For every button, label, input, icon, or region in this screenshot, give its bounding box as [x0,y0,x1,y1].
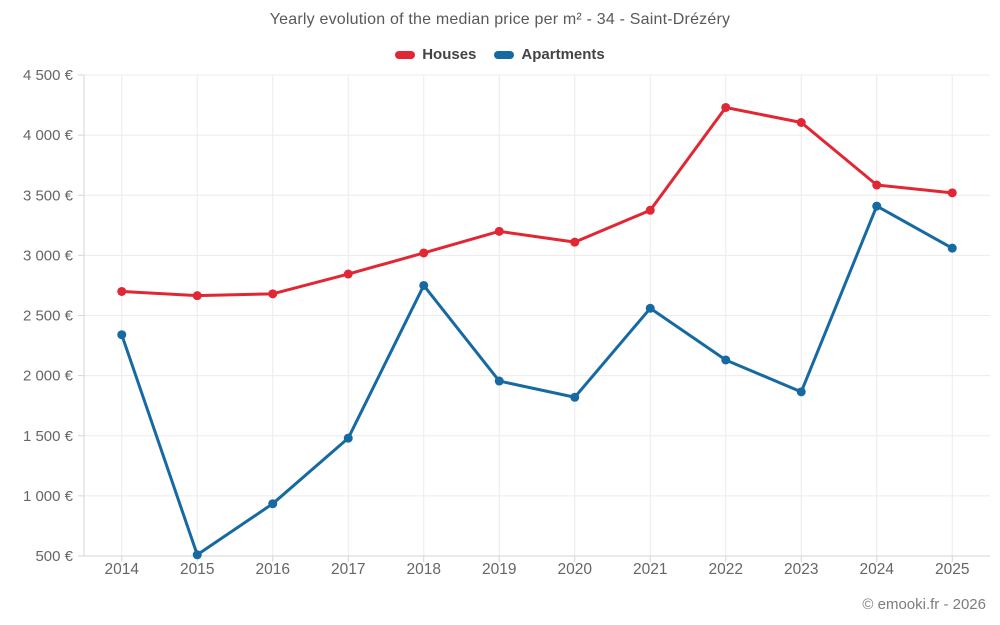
line-chart-plot: 500 € 1 000 € 1 500 € 2 000 € 2 500 € 3 000 €… [23,68,990,578]
x-axis-label: 2023 [784,561,818,578]
x-axis-label: 2014 [105,561,140,578]
legend-item-houses[interactable]: Houses [395,46,476,63]
apartments-swatch-icon [494,50,515,59]
houses-swatch-icon [395,50,416,59]
houses-point-2018[interactable] [419,248,429,258]
apartments-point-2017[interactable] [343,433,353,443]
y-axis-label: 2 000 € [23,368,74,385]
apartments-point-2021[interactable] [645,303,655,313]
houses-line [120,105,954,298]
chart-title: Yearly evolution of the median price per… [269,11,731,28]
x-axis-label: 2016 [256,561,290,578]
apartments-point-2019[interactable] [494,376,504,386]
houses-point-2016[interactable] [268,289,278,299]
apartments-point-2020[interactable] [570,392,580,402]
legend-item-apartments[interactable]: Apartments [494,46,605,63]
houses-point-2025[interactable] [947,188,957,198]
apartments-point-2022[interactable] [721,355,731,365]
houses-point-2019[interactable] [494,226,504,236]
houses-point-2021[interactable] [645,205,655,215]
y-axis-label: 4 500 € [23,68,74,84]
houses-point-2020[interactable] [570,237,580,247]
x-axis-label: 2022 [709,561,743,578]
x-axis-label: 2019 [482,561,516,578]
houses-point-2017[interactable] [343,269,353,279]
x-axis-label: 2025 [935,561,969,578]
x-axis-label: 2017 [331,561,365,578]
y-axis-label: 4 000 € [23,127,74,144]
apartments-point-2016[interactable] [268,499,278,509]
y-axis-label: 1 000 € [23,488,74,505]
x-axis-label: 2015 [180,561,214,578]
legend-label-houses: Houses [422,46,477,63]
apartments-point-2018[interactable] [419,280,429,290]
houses-point-2024[interactable] [872,180,882,190]
y-axis-label: 2 500 € [23,308,74,325]
apartments-point-2014[interactable] [117,330,127,340]
apartments-point-2024[interactable] [872,201,882,211]
x-axis-label: 2024 [860,561,895,578]
chart-legend: Houses Apartments [0,46,1000,63]
apartments-point-2015[interactable] [192,550,202,560]
x-axis-label: 2020 [558,561,593,578]
houses-point-2023[interactable] [796,117,806,127]
x-axis-label: 2021 [633,561,667,578]
x-axis-label: 2018 [407,561,441,578]
apartments-point-2023[interactable] [796,387,806,397]
houses-point-2015[interactable] [192,291,202,301]
houses-point-2014[interactable] [117,286,127,296]
y-axis-label: 1 500 € [23,428,74,445]
apartments-line [120,204,954,557]
apartments-point-2025[interactable] [947,243,957,253]
houses-point-2022[interactable] [721,102,731,112]
y-axis-label: 500 € [35,548,73,565]
credit-text: © emooki.fr - 2026 [862,596,986,613]
y-axis-label: 3 500 € [23,187,74,204]
y-axis-label: 3 000 € [23,247,74,264]
legend-label-apartments: Apartments [521,46,605,63]
